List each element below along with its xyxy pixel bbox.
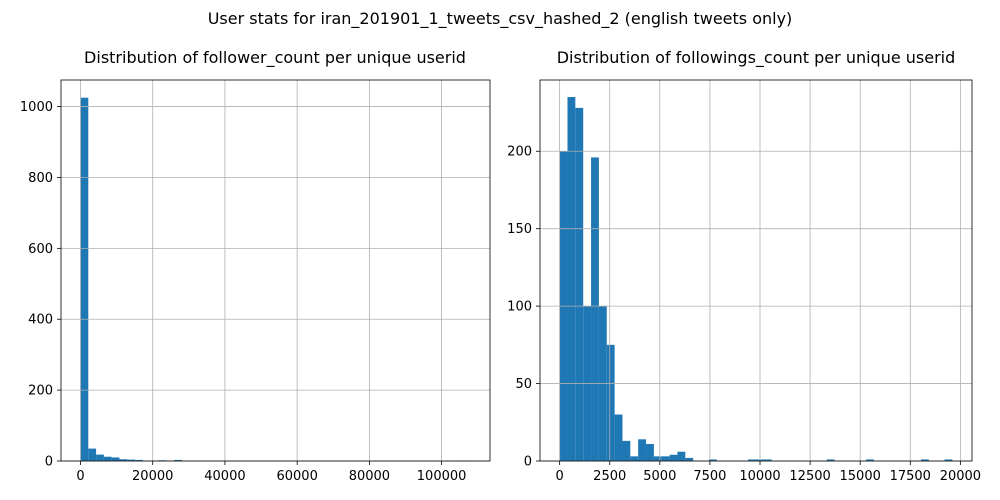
follower-bar [135,459,143,461]
followings-bar [748,459,756,461]
follower-axes-frame [60,79,491,462]
followings-count-histogram: Distribution of followings_count per uni… [507,48,981,484]
followings-x-tick-label: 7500 [693,469,726,484]
followings-bar [685,457,694,461]
followings-x-tick-label: 0 [555,469,563,484]
followings-bar [591,157,599,461]
followings-bar [567,97,576,461]
follower-y-tick-label: 0 [45,455,53,470]
follower-bar [127,459,136,461]
followings-bar [826,459,835,461]
followings-bar [661,456,670,461]
followings-bar [622,440,631,461]
followings-bar [638,439,647,461]
follower-x-tick-label: 40000 [204,469,245,484]
followings-x-tick-label: 20000 [940,469,981,484]
follower-y-tick-label: 200 [28,384,53,399]
follower-x-tick-label: 80000 [349,469,390,484]
follower-bar [119,459,128,461]
followings-bar [646,443,654,461]
follower-y-tick-label: 800 [28,171,53,186]
followings-bar [763,459,772,461]
follower-y-tick-label: 600 [28,242,53,257]
followings-x-tick-label: 5000 [643,469,676,484]
followings-bar [920,459,929,461]
follower-x-tick-label: 100000 [417,469,467,484]
followings-bar [677,451,686,461]
followings-x-tick-label: 15000 [840,469,881,484]
followings-bar [614,414,623,461]
follower-bar [174,459,182,461]
followings-bar [944,459,953,461]
follower-x-tick-label: 60000 [276,469,317,484]
followings-axes-frame [539,79,973,462]
follower-count-histogram: Distribution of follower_count per uniqu… [20,48,491,484]
follower-x-tick-label: 0 [76,469,84,484]
followings-y-tick-label: 50 [515,377,532,392]
followings-count-chart-title: Distribution of followings_count per uni… [557,48,956,68]
follower-bar [96,454,104,461]
follower-bar [80,97,89,461]
followings-bar [865,459,874,461]
followings-bar [630,456,639,461]
followings-x-tick-label: 17500 [890,469,931,484]
followings-y-tick-label: 0 [524,455,532,470]
followings-bar [708,459,717,461]
follower-bar [88,448,97,461]
followings-bar [669,454,678,461]
followings-bar [575,107,584,461]
follower-bars [80,97,471,462]
figure-suptitle: User stats for iran_201901_1_tweets_csv_… [208,9,793,29]
follower-y-tick-label: 400 [28,313,53,328]
followings-y-tick-label: 100 [507,300,532,315]
followings-x-tick-label: 2500 [593,469,626,484]
follower-y-tick-label: 1000 [20,100,53,115]
followings-y-tick-label: 150 [507,222,532,237]
followings-y-tick-label: 200 [507,145,532,160]
followings-x-tick-label: 10000 [739,469,780,484]
followings-bar [653,456,662,461]
follower-bar [103,456,112,461]
followings-x-tick-label: 12500 [789,469,830,484]
followings-bar [606,344,615,461]
follower-bar [111,457,120,461]
follower-x-tick-label: 20000 [132,469,173,484]
follower-count-chart-title: Distribution of follower_count per uniqu… [84,48,466,68]
